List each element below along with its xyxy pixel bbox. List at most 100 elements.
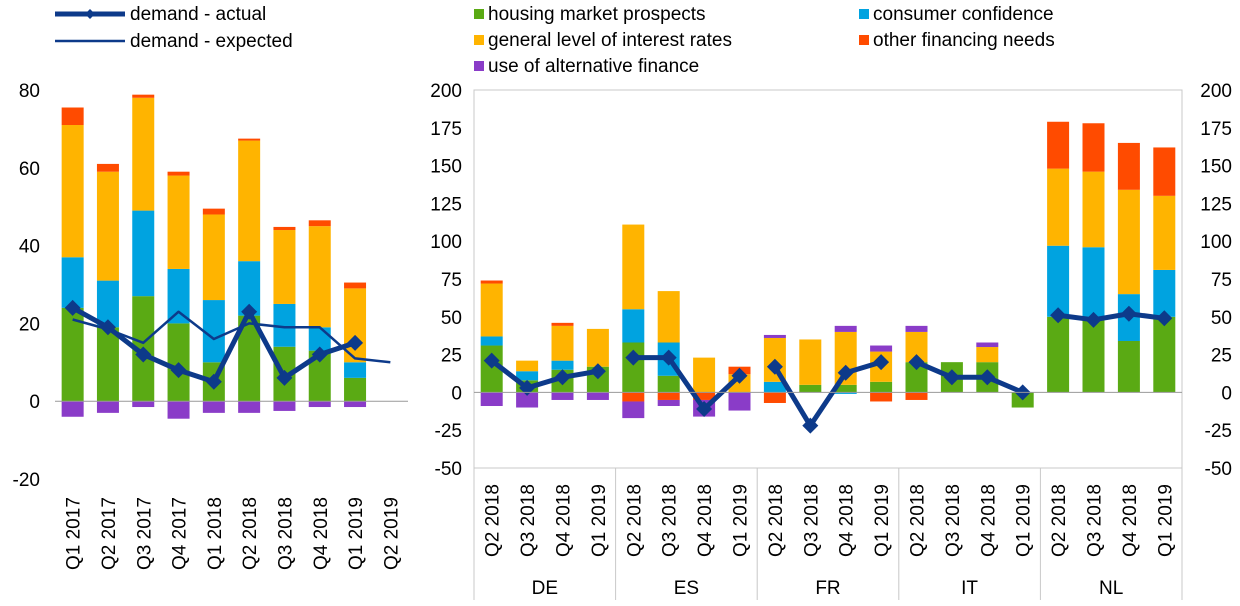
left-bar-q3-2017-general-level-of-interest-rates — [132, 97, 155, 211]
right-x-tick-es-q3-2018: Q3 2018 — [660, 484, 681, 557]
left-bar-q1-2017-general-level-of-interest-rates — [61, 125, 84, 258]
right-bar-nl-q1-2019-consumer-confidence — [1153, 269, 1176, 317]
right-bar-nl-q2-2018-other-financing-needs — [1047, 121, 1070, 169]
right-bar-it-q4-2018-general-level-of-interest-rates — [976, 347, 999, 363]
right-x-tick-it-q4-2018: Q4 2018 — [978, 484, 999, 557]
left-bar-q1-2018-consumer-confidence — [202, 300, 225, 363]
right-actual-line-de — [490, 358, 599, 391]
right-x-tick-es-q4-2018: Q4 2018 — [695, 484, 716, 557]
right-bar-fr-q2-2018-consumer-confidence — [763, 381, 786, 393]
right-y-tick-left-0: 0 — [451, 383, 462, 404]
right-y-tick-left-125: 125 — [430, 194, 462, 215]
right-x-tick-de-q3-2018: Q3 2018 — [518, 484, 539, 557]
legend-demand-expected-label: demand - expected — [130, 31, 293, 52]
left-x-tick-q2-2019: Q2 2019 — [381, 497, 402, 570]
right-actual-marker-de-1 — [519, 379, 536, 396]
right-bar-fr-q3-2018-general-level-of-interest-rates — [799, 339, 822, 385]
right-bar-de-q1-2019-general-level-of-interest-rates — [586, 328, 609, 367]
left-bar-q3-2018-use-of-alternative-finance — [273, 401, 296, 411]
right-x-tick-nl-q4-2018: Q4 2018 — [1120, 484, 1141, 557]
right-bar-fr-q4-2018-housing-market-prospects — [834, 384, 857, 393]
legend-housing-market-prospects-swatch — [474, 9, 484, 19]
left-y-tick-0: 0 — [29, 392, 40, 413]
left-bar-q4-2018-other-financing-needs — [308, 220, 331, 227]
right-bar-de-q3-2018-consumer-confidence — [516, 371, 539, 381]
left-bar-q2-2018-housing-market-prospects — [238, 315, 261, 402]
left-bar-q1-2019-housing-market-prospects — [344, 377, 367, 402]
left-y-tick-20: 20 — [19, 314, 40, 335]
right-actual-marker-de-3 — [589, 363, 606, 380]
left-bar-q2-2017-other-financing-needs — [96, 163, 119, 172]
left-x-tick-q1-2019: Q1 2019 — [346, 497, 367, 570]
right-plot-frame — [473, 89, 1183, 469]
left-marker-8 — [347, 334, 364, 351]
legend-other-financing-needs-label: other financing needs — [873, 30, 1055, 51]
right-bar-de-q2-2018-other-financing-needs — [480, 280, 503, 284]
right-actual-marker-nl-1 — [1085, 311, 1102, 328]
right-x-tick-de-q4-2018: Q4 2018 — [554, 484, 575, 557]
left-bar-q3-2017-use-of-alternative-finance — [132, 401, 155, 408]
right-x-tick-nl-q3-2018: Q3 2018 — [1085, 484, 1106, 557]
left-bar-q1-2019-use-of-alternative-finance — [344, 401, 367, 408]
right-bar-fr-q1-2019-housing-market-prospects — [870, 381, 893, 393]
right-actual-marker-fr-0 — [766, 358, 783, 375]
left-marker-3 — [170, 362, 187, 379]
right-bar-de-q2-2018-housing-market-prospects — [480, 345, 503, 393]
right-bar-de-q4-2018-general-level-of-interest-rates — [551, 325, 574, 361]
left-bar-q2-2017-consumer-confidence — [96, 280, 119, 328]
right-x-tick-fr-q1-2019: Q1 2019 — [872, 484, 893, 557]
right-group-label-fr: FR — [815, 578, 840, 599]
right-bar-es-q2-2018-other-financing-needs — [622, 392, 645, 402]
right-bar-de-q3-2018-general-level-of-interest-rates — [516, 360, 539, 372]
right-bar-nl-q4-2018-general-level-of-interest-rates — [1117, 189, 1140, 295]
right-x-tick-fr-q3-2018: Q3 2018 — [801, 484, 822, 557]
right-y-tick-left-100: 100 — [430, 232, 462, 253]
legend-use-of-alternative-finance-label: use of alternative finance — [488, 56, 699, 77]
right-x-tick-it-q3-2018: Q3 2018 — [943, 484, 964, 557]
right-y-tick-right-50: -50 — [1205, 459, 1232, 480]
right-group-label-es: ES — [674, 578, 699, 599]
right-actual-marker-it-0 — [908, 354, 925, 371]
legend-consumer-confidence-swatch — [859, 9, 869, 19]
right-y-tick-left-75: 75 — [441, 270, 462, 291]
right-bar-de-q2-2018-consumer-confidence — [480, 336, 503, 346]
left-bar-q3-2018-consumer-confidence — [273, 303, 296, 347]
left-bar-q1-2017-housing-market-prospects — [61, 307, 84, 402]
right-bar-fr-q2-2018-use-of-alternative-finance — [763, 334, 786, 338]
right-bar-es-q3-2018-other-financing-needs — [657, 392, 680, 400]
legend: demand - actual demand - expected housing … — [55, 4, 1055, 77]
left-bar-q1-2017-other-financing-needs — [61, 107, 84, 126]
right-actual-marker-de-0 — [483, 352, 500, 369]
right-bar-de-q1-2019-use-of-alternative-finance — [586, 392, 609, 400]
left-marker-6 — [276, 369, 293, 386]
right-bar-nl-q4-2018-housing-market-prospects — [1117, 340, 1140, 393]
right-bar-fr-q3-2018-housing-market-prospects — [799, 384, 822, 393]
right-actual-marker-fr-1 — [802, 417, 819, 434]
right-bar-nl-q2-2018-general-level-of-interest-rates — [1047, 168, 1070, 246]
right-bar-fr-q2-2018-other-financing-needs — [763, 392, 786, 403]
right-x-tick-fr-q2-2018: Q2 2018 — [766, 484, 787, 557]
right-actual-marker-fr-3 — [873, 354, 890, 371]
right-bar-es-q2-2018-use-of-alternative-finance — [622, 401, 645, 419]
right-actual-marker-es-0 — [625, 349, 642, 366]
left-bar-q1-2019-consumer-confidence — [344, 362, 367, 378]
right-actual-line-it — [915, 359, 1024, 395]
right-actual-marker-es-1 — [660, 349, 677, 366]
left-marker-0 — [64, 299, 81, 316]
right-group-label-nl: NL — [1099, 578, 1123, 599]
right-bar-nl-q1-2019-other-financing-needs — [1153, 147, 1176, 196]
right-x-tick-es-q2-2018: Q2 2018 — [624, 484, 645, 557]
left-bar-q1-2017-use-of-alternative-finance — [61, 401, 84, 417]
left-bar-q4-2017-other-financing-needs — [167, 171, 190, 176]
right-bar-it-q2-2018-use-of-alternative-finance — [905, 325, 928, 332]
right-y-tick-right-125: 125 — [1200, 194, 1232, 215]
right-y-tick-right-0: 0 — [1221, 383, 1232, 404]
legend-general-level-of-interest-rates-swatch — [474, 35, 484, 45]
right-y-tick-left-150: 150 — [430, 157, 462, 178]
right-actual-marker-de-2 — [554, 369, 571, 386]
left-bar-q3-2017-other-financing-needs — [132, 94, 155, 98]
legend-demand-actual-label: demand - actual — [130, 4, 266, 25]
right-actual-marker-nl-0 — [1050, 307, 1067, 324]
legend-general-level-of-interest-rates-label: general level of interest rates — [488, 30, 732, 51]
